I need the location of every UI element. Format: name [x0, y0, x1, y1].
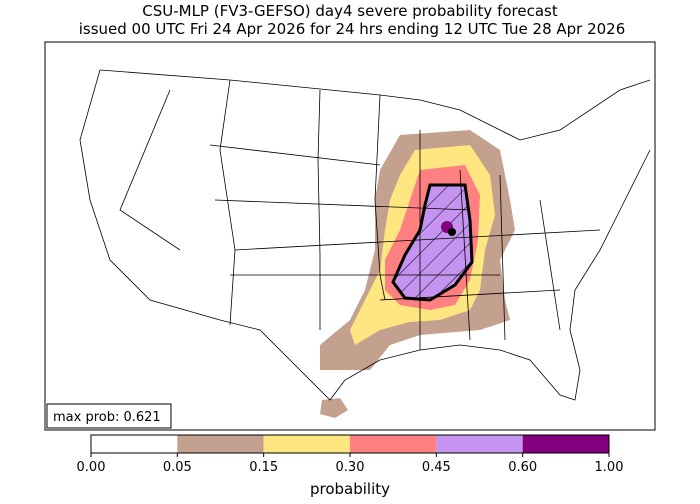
max-point: [448, 228, 456, 236]
colorbar-label: probability: [310, 480, 390, 498]
colorbar-segment: [522, 435, 609, 453]
colorbar-segment: [436, 435, 523, 453]
annotation-box: [46, 403, 172, 429]
borders: [79, 69, 651, 401]
colorbar-segment: [263, 435, 350, 453]
colorbar-tick-label: 0.05: [163, 460, 192, 475]
title-line: issued 00 UTC Fri 24 Apr 2026 for 24 hrs…: [79, 20, 626, 38]
title-line: CSU-MLP (FV3-GEFSO) day4 severe probabil…: [142, 2, 558, 20]
colorbar-tick-label: 0.45: [422, 460, 451, 475]
colorbar: 0.00 0.05 0.15 0.30 0.45 0.60 1.00: [77, 434, 624, 475]
colorbar-tick-label: 0.00: [77, 460, 106, 475]
colorbar-segment: [350, 435, 437, 453]
colorbar-segment: [91, 435, 178, 453]
colorbar-tick-label: 0.60: [508, 460, 537, 475]
map: max prob: 0.621: [44, 41, 656, 431]
colorbar-segment: [177, 435, 264, 453]
colorbar-tick-label: 1.00: [595, 460, 624, 475]
colorbar-tick-label: 0.30: [336, 460, 365, 475]
colorbar-tick-label: 0.15: [249, 460, 278, 475]
prob-area: [320, 398, 348, 418]
hatched-contour: [391, 183, 474, 302]
max-prob-label: max prob: 0.621: [53, 410, 161, 425]
map-frame: [44, 41, 656, 431]
